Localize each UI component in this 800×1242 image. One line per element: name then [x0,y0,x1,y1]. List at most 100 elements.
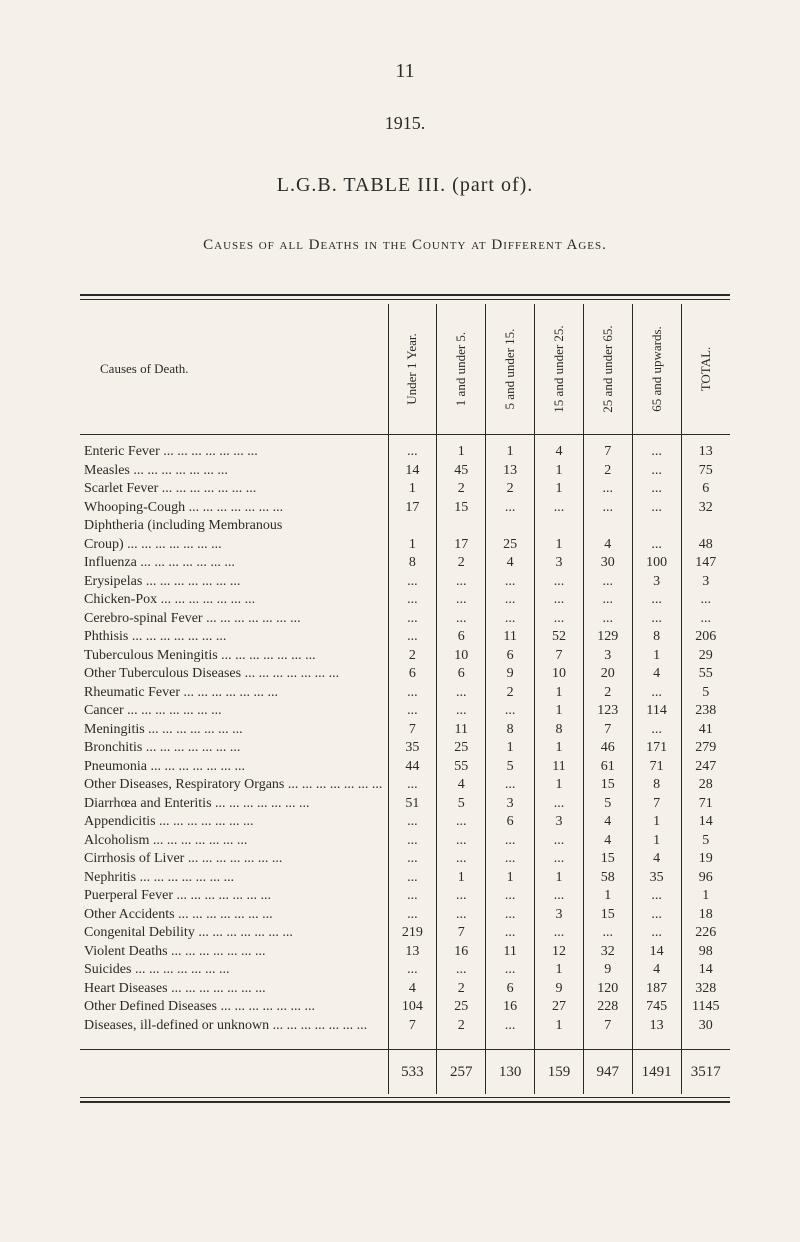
cause-label: Congenital Debility [84,925,195,940]
cause-label: Other Defined Diseases [84,999,217,1014]
leader-dots [217,999,315,1014]
value-cell: 8 [486,721,535,740]
value-cell: 7 [583,1017,632,1036]
value-cell: 8 [535,721,584,740]
totals-15-25: 159 [535,1050,584,1095]
table-row: Influenza824330100147 [80,554,730,573]
value-cell: 20 [583,665,632,684]
value-cell: 2 [583,462,632,481]
cause-cell: Diarrhœa and Enteritis [80,795,388,814]
cause-cell: Other Accidents [80,906,388,925]
value-cell [437,906,486,925]
value-cell: 2 [583,684,632,703]
value-cell: 45 [437,462,486,481]
value-cell [388,832,437,851]
value-cell [388,813,437,832]
cause-cell: Other Tuberculous Diseases [80,665,388,684]
top-rule-thin [80,299,730,300]
leader-dots [218,648,316,663]
cause-label: Chicken-Pox [84,592,157,607]
value-cell: 147 [681,554,730,573]
table-row: Suicides19414 [80,961,730,980]
value-cell [486,961,535,980]
value-cell [486,906,535,925]
value-cell: 2 [437,480,486,499]
value-cell [681,610,730,629]
cause-label: Enteric Fever [84,444,160,459]
col-1-5: 1 and under 5. [437,304,486,435]
bottom-rule-heavy [80,1101,730,1103]
col-total-label: TOTAL. [698,347,714,392]
value-cell: 5 [486,758,535,777]
leader-dots [241,666,339,681]
value-cell: 104 [388,998,437,1017]
table-row: Cirrhosis of Liver15419 [80,850,730,869]
value-cell [388,610,437,629]
table-row: Whooping-Cough171532 [80,499,730,518]
value-cell: 5 [437,795,486,814]
col-15-25-label: 15 and under 25. [551,325,567,412]
value-cell [437,573,486,592]
value-cell: 2 [437,554,486,573]
value-cell: 114 [632,702,681,721]
value-cell: 15 [583,776,632,795]
value-cell: 6 [486,813,535,832]
leader-dots [173,888,271,903]
cause-label: Other Accidents [84,907,175,922]
value-cell: 4 [632,665,681,684]
value-cell [535,850,584,869]
value-cell: 41 [681,721,730,740]
value-cell: 1 [486,869,535,888]
value-cell: 14 [681,961,730,980]
cause-label: Diarrhœa and Enteritis [84,796,212,811]
value-cell: 3 [535,906,584,925]
value-cell: 14 [388,462,437,481]
col-under-1: Under 1 Year. [388,304,437,435]
value-cell: 13 [388,943,437,962]
value-cell [437,813,486,832]
value-cell: 100 [632,554,681,573]
value-cell: 1 [535,961,584,980]
value-cell: 3 [681,573,730,592]
value-cell: 11 [535,758,584,777]
cause-label: Measles [84,463,130,478]
value-cell: 32 [681,499,730,518]
value-cell: 171 [632,739,681,758]
value-cell [437,684,486,703]
value-cell: 13 [681,443,730,462]
value-cell [388,850,437,869]
table-row: Alcoholism415 [80,832,730,851]
leader-dots [269,1018,367,1033]
col-5-15-label: 5 and under 15. [502,329,518,410]
totals-row: 533 257 130 159 947 1491 3517 [80,1050,730,1095]
value-cell: 238 [681,702,730,721]
cause-cell: Alcoholism [80,832,388,851]
table-body: Enteric Fever114713Measles1445131275Scar… [80,435,730,1050]
value-cell [437,591,486,610]
value-cell: 32 [583,943,632,962]
leader-dots [149,833,247,848]
page-year: 1915. [80,113,730,134]
value-cell: 13 [632,1017,681,1036]
value-cell: 206 [681,628,730,647]
col-25-65-label: 25 and under 65. [600,325,616,412]
page-title: L.G.B. TABLE III. (part of). [80,174,730,197]
value-cell [583,573,632,592]
cause-cell: Pneumonia [80,758,388,777]
value-cell [681,517,730,536]
value-cell [632,610,681,629]
value-cell: 19 [681,850,730,869]
cause-cell: Meningitis [80,721,388,740]
leader-dots [168,944,266,959]
header-row: Causes of Death. Under 1 Year. 1 and und… [80,304,730,435]
value-cell: 228 [583,998,632,1017]
value-cell [388,684,437,703]
cause-cell: Puerperal Fever [80,887,388,906]
value-cell [535,517,584,536]
value-cell: 1 [535,869,584,888]
value-cell: 48 [681,536,730,555]
totals-total: 3517 [681,1050,730,1095]
value-cell: 219 [388,924,437,943]
value-cell: 1 [632,832,681,851]
leader-dots [184,851,282,866]
